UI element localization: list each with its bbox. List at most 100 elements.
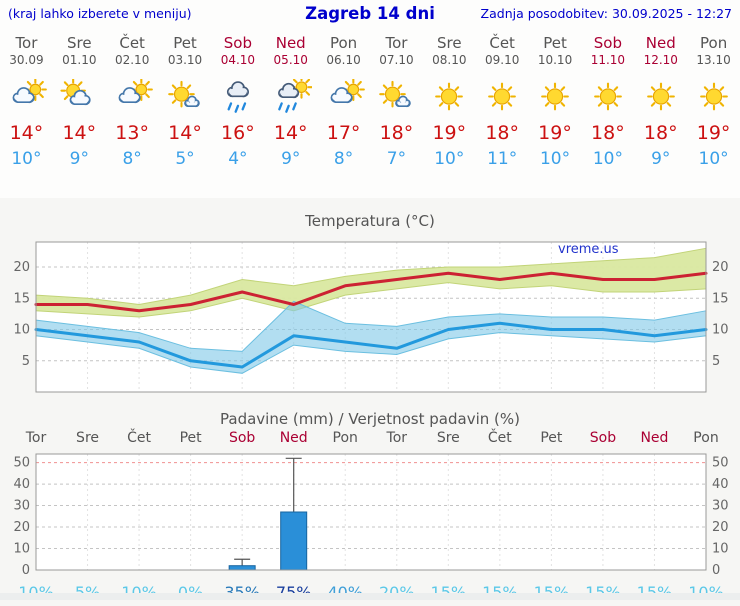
weather-icon-mostly-sunny: [159, 79, 212, 117]
low-temp: 5°: [175, 149, 195, 169]
weather-icon-rain: [211, 79, 264, 117]
day-date: 02.10: [114, 53, 150, 67]
low-temp: 10°: [11, 149, 42, 169]
day-name: Tor: [15, 34, 38, 52]
vreme-us-link[interactable]: vreme.us: [558, 242, 619, 257]
page-title: Zagreb 14 dni: [305, 3, 435, 23]
temperature-chart-title: Temperatura (°C): [305, 212, 435, 230]
high-temp: 14°: [273, 122, 308, 144]
day-column-sob-11.10: Sob 11.10 18° 10°: [581, 26, 634, 198]
svg-text:40: 40: [712, 477, 729, 492]
precip-day-label: Tor: [386, 430, 408, 446]
precip-day-label: Pon: [332, 430, 358, 446]
weather-icon-mostly-cloudy: [0, 77, 53, 117]
high-temp: 19°: [432, 122, 467, 144]
day-column-čet-02.10: Čet 02.10 13° 8°: [106, 26, 159, 198]
day-date: 13.10: [696, 53, 731, 67]
day-date: 09.10: [484, 53, 520, 67]
precip-day-label: Sre: [76, 430, 100, 446]
day-column-ned-05.10: Ned 05.10 14° 9°: [264, 26, 317, 198]
svg-text:10: 10: [712, 542, 729, 557]
day-name: Ned: [275, 34, 306, 52]
svg-text:5: 5: [712, 354, 720, 369]
high-temp: 14°: [9, 122, 44, 144]
day-date: 05.10: [273, 53, 308, 67]
header: (kraj lahko izberete v meniju) Zagreb 14…: [0, 0, 740, 26]
weather-icon-sun-shower: [264, 75, 317, 117]
day-name: Sre: [437, 34, 462, 52]
day-name: Sob: [223, 34, 252, 52]
precipitation-chart-title: Padavine (mm) / Verjetnost padavin (%): [220, 410, 520, 428]
high-temp: 18°: [643, 122, 678, 144]
low-temp: 10°: [592, 149, 623, 169]
weather-icon-sunny: [529, 79, 582, 117]
precip-day-label: Ned: [279, 430, 308, 446]
svg-text:40: 40: [13, 477, 30, 492]
low-temp: 11°: [487, 149, 518, 169]
weather-icon-mostly-cloudy: [317, 77, 370, 117]
day-name: Pon: [329, 34, 358, 52]
day-date: 01.10: [62, 53, 97, 67]
weather-icon-sunny: [581, 79, 634, 117]
day-date: 11.10: [590, 53, 626, 67]
svg-text:30: 30: [13, 499, 30, 514]
day-date: 07.10: [379, 53, 414, 67]
precipitation-chart: 0 0 10 10 20 20 30 30 40 40 50 50: [13, 453, 729, 578]
forecast-strip: Tor 30.09 14° 10° Sre 01.10 14° 9° Čet 02.10 13° 8°…: [0, 26, 740, 198]
svg-text:50: 50: [13, 456, 30, 471]
day-column-pet-03.10: Pet 03.10 14° 5°: [159, 26, 212, 198]
svg-text:20: 20: [13, 520, 30, 535]
low-temp: 10°: [698, 149, 729, 169]
precip-day-label: Ned: [640, 430, 669, 446]
precip-day-label: Sob: [228, 430, 256, 446]
day-column-tor-30.09: Tor 30.09 14° 10°: [0, 26, 53, 198]
day-name: Pet: [543, 34, 567, 52]
precip-day-labels: Tor Sre Čet Pet Sob Ned Pon Tor Sre Čet Pet Sob Ned P…: [0, 428, 740, 448]
low-temp: 4°: [228, 149, 248, 169]
svg-text:0: 0: [22, 563, 30, 578]
precip-day-label: Čet: [127, 430, 152, 446]
high-temp: 16°: [221, 122, 255, 144]
precip-day-label: Sob: [589, 430, 617, 446]
high-temp: 19°: [538, 122, 572, 144]
precip-day-label: Sre: [436, 430, 460, 446]
low-temp: 8°: [333, 149, 354, 169]
high-temp: 13°: [115, 122, 149, 144]
day-name: Sob: [593, 34, 622, 52]
precipitation-chart-block: Padavine (mm) / Verjetnost padavin (%) T…: [0, 410, 740, 606]
day-date: 06.10: [326, 53, 361, 67]
high-temp: 18°: [379, 122, 414, 144]
svg-text:20: 20: [13, 260, 30, 275]
precip-day-label: Čet: [487, 430, 512, 446]
day-date: 04.10: [220, 53, 256, 67]
day-column-sob-04.10: Sob 04.10 16° 4°: [211, 26, 264, 198]
svg-text:20: 20: [712, 520, 729, 535]
svg-text:20: 20: [712, 260, 729, 275]
day-date: 12.10: [643, 53, 678, 67]
precip-day-label: Tor: [25, 430, 47, 446]
day-column-sre-01.10: Sre 01.10 14° 9°: [53, 26, 106, 198]
high-temp: 14°: [62, 122, 97, 144]
high-temp: 18°: [485, 122, 519, 144]
day-column-sre-08.10: Sre 08.10 19° 10°: [423, 26, 476, 198]
weather-icon-sunny: [634, 79, 687, 117]
day-date: 30.09: [9, 53, 44, 67]
weather-icon-sunny: [423, 79, 476, 117]
bottom-strip: [0, 593, 740, 600]
weather-icon-sunny: [687, 79, 740, 117]
svg-text:10: 10: [13, 323, 30, 338]
day-name: Pet: [173, 34, 197, 52]
day-column-ned-12.10: Ned 12.10 18° 9°: [634, 26, 687, 198]
high-temp: 19°: [696, 122, 731, 144]
last-update-text: Zadnja posodobitev: 30.09.2025 - 12:27: [480, 5, 732, 21]
day-date: 08.10: [432, 53, 467, 67]
svg-text:0: 0: [712, 563, 720, 578]
low-temp: 9°: [69, 149, 89, 169]
weather-icon-mostly-sunny: [370, 79, 423, 117]
weather-icon-mostly-cloudy: [106, 77, 159, 117]
high-temp: 14°: [168, 122, 202, 144]
low-temp: 10°: [434, 149, 465, 169]
day-column-pon-06.10: Pon 06.10 17° 8°: [317, 26, 370, 198]
location-menu-hint: (kraj lahko izberete v meniju): [8, 5, 192, 21]
